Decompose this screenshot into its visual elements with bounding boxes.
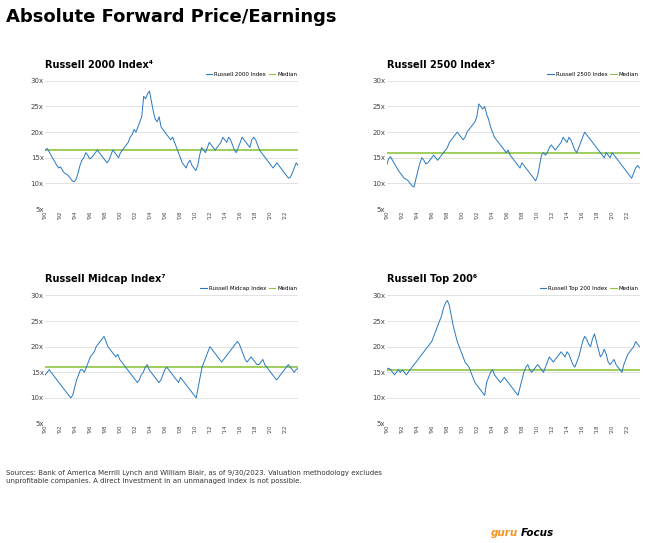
Text: Russell 2500 Index⁵: Russell 2500 Index⁵: [387, 60, 495, 70]
Text: Russell Midcap Index⁷: Russell Midcap Index⁷: [45, 274, 166, 285]
Legend: Russell 2000 Index, Median: Russell 2000 Index, Median: [206, 72, 297, 77]
Text: Russell Top 200⁶: Russell Top 200⁶: [387, 274, 477, 285]
Text: Sources: Bank of America Merrill Lynch and William Blair, as of 9/30/2023. Valua: Sources: Bank of America Merrill Lynch a…: [6, 470, 382, 484]
Text: guru: guru: [491, 528, 518, 538]
Text: Russell 2000 Index⁴: Russell 2000 Index⁴: [45, 60, 153, 70]
Text: Focus: Focus: [521, 528, 554, 538]
Text: Absolute Forward Price/Earnings: Absolute Forward Price/Earnings: [6, 8, 337, 26]
Legend: Russell Midcap Index, Median: Russell Midcap Index, Median: [200, 286, 297, 291]
Legend: Russell Top 200 Index, Median: Russell Top 200 Index, Median: [540, 286, 638, 291]
Legend: Russell 2500 Index, Median: Russell 2500 Index, Median: [547, 72, 638, 77]
